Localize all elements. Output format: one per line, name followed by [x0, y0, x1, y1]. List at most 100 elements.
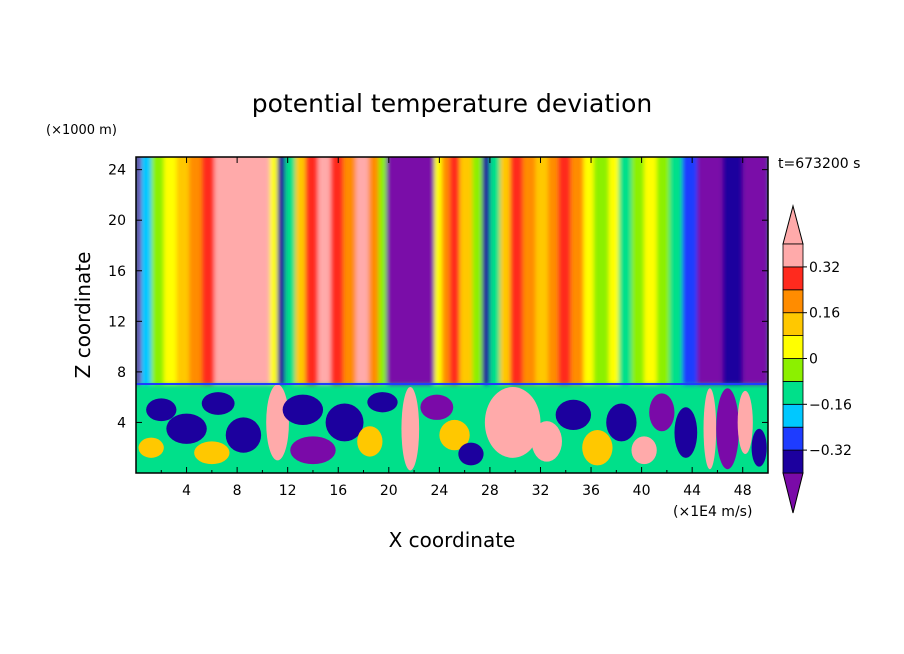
lower-blob-25 [716, 388, 739, 470]
lower-blob-5 [225, 417, 262, 453]
y-tick-label: 12 [108, 314, 126, 330]
y-axis-label: Z coordinate [71, 252, 95, 379]
x-tick-label: 8 [233, 483, 242, 499]
lower-blob-18 [555, 399, 592, 431]
upper-column-5 [189, 157, 203, 385]
upper-column-31 [522, 157, 537, 385]
upper-column-3 [163, 157, 178, 385]
lower-blob-26 [737, 390, 753, 455]
lower-blob-17 [531, 421, 562, 462]
upper-column-1 [141, 157, 152, 385]
colorbar-label: 0.32 [809, 260, 840, 276]
upper-column-39 [618, 157, 633, 385]
upper-column-18 [355, 157, 370, 385]
upper-column-22 [434, 157, 443, 385]
lower-blob-2 [166, 413, 207, 444]
upper-column-29 [500, 157, 511, 385]
lower-blob-14 [439, 419, 470, 451]
x-axis: 4 8 12 16 20 24 28 32 36 40 44 48 [160, 157, 752, 499]
x-tick-label: 44 [683, 483, 701, 499]
y-unit-label: (×1000 m) [46, 123, 117, 138]
upper-column-37 [593, 157, 610, 385]
lower-blob-9 [325, 403, 364, 442]
upper-column-47 [742, 157, 768, 385]
colorbar: 0.32 0.16 0 −0.16 −0.32 [782, 204, 852, 514]
x-tick-label: 40 [633, 483, 651, 499]
upper-column-28 [489, 157, 501, 385]
upper-column-42 [656, 157, 671, 385]
x-tick-label: 12 [279, 483, 297, 499]
x-tick-label: 36 [582, 483, 600, 499]
lower-blob-0 [146, 398, 177, 422]
upper-column-9 [259, 157, 271, 385]
lower-blob-16 [484, 387, 541, 458]
upper-column-2 [151, 157, 165, 385]
lower-blob-4 [194, 441, 230, 465]
upper-column-15 [318, 157, 332, 385]
y-tick-label: 16 [108, 264, 126, 280]
upper-column-10 [269, 157, 279, 385]
lower-blob-15 [458, 442, 484, 466]
upper-column-12 [285, 157, 296, 385]
upper-column-7 [214, 157, 226, 385]
x-tick-label: 48 [734, 483, 752, 499]
upper-column-21 [386, 157, 435, 385]
upper-column-19 [368, 157, 380, 385]
y-tick-label: 8 [117, 365, 126, 381]
colorbar-label: −0.16 [809, 397, 852, 413]
colorbar-band-9 [782, 243, 804, 268]
plot-frame [135, 156, 769, 474]
colorbar-band-5 [782, 335, 804, 359]
lower-blob-19 [582, 430, 613, 466]
upper-column-45 [697, 157, 724, 385]
lower-blob-23 [674, 407, 698, 458]
lower-blob-22 [649, 393, 675, 432]
x-unit-label: (×1E4 m/s) [673, 504, 752, 520]
lower-blob-24 [703, 388, 717, 470]
lower-blob-10 [357, 426, 383, 457]
upper-column-4 [176, 157, 190, 385]
lower-blob-21 [631, 436, 657, 465]
upper-column-32 [535, 157, 549, 385]
upper-column-43 [669, 157, 683, 385]
colorbar-band-2 [782, 403, 804, 428]
upper-column-13 [295, 157, 306, 385]
upper-column-20 [378, 157, 387, 385]
lower-blob-1 [138, 437, 164, 458]
colorbar-band-0 [782, 449, 804, 474]
x-tick-label: 16 [329, 483, 347, 499]
y-tick-label: 4 [117, 415, 126, 431]
upper-column-44 [682, 157, 698, 385]
colorbar-label: 0 [809, 352, 818, 368]
y-axis: 4 8 12 16 20 24 [108, 163, 768, 431]
lower-blob-3 [201, 392, 235, 415]
upper-column-34 [558, 157, 572, 385]
x-axis-label: X coordinate [389, 528, 516, 552]
plot-area [136, 157, 768, 473]
lower-blob-13 [420, 394, 454, 420]
colorbar-band-4 [782, 358, 804, 382]
upper-column-46 [722, 157, 744, 385]
colorbar-band-3 [782, 380, 804, 405]
upper-column-36 [583, 157, 595, 385]
upper-column-0 [136, 157, 142, 385]
upper-column-41 [644, 157, 658, 385]
lower-blob-7 [282, 394, 324, 425]
x-tick-label: 20 [380, 483, 398, 499]
lower-blob-20 [606, 403, 637, 442]
upper-column-23 [441, 157, 451, 385]
lower-blob-8 [290, 436, 336, 465]
y-tick-label: 24 [108, 163, 126, 179]
colorbar-label: 0.16 [809, 306, 840, 322]
colorbar-label: −0.32 [809, 443, 852, 459]
chart-title: potential temperature deviation [252, 89, 652, 118]
upper-column-24 [449, 157, 461, 385]
upper-column-17 [343, 157, 357, 385]
colorbar-band-8 [782, 266, 804, 291]
upper-column-30 [510, 157, 524, 385]
upper-column-14 [305, 157, 319, 385]
upper-column-11 [277, 157, 286, 385]
upper-column-25 [459, 157, 473, 385]
x-tick-label: 24 [430, 483, 448, 499]
lower-blob-12 [401, 387, 420, 471]
